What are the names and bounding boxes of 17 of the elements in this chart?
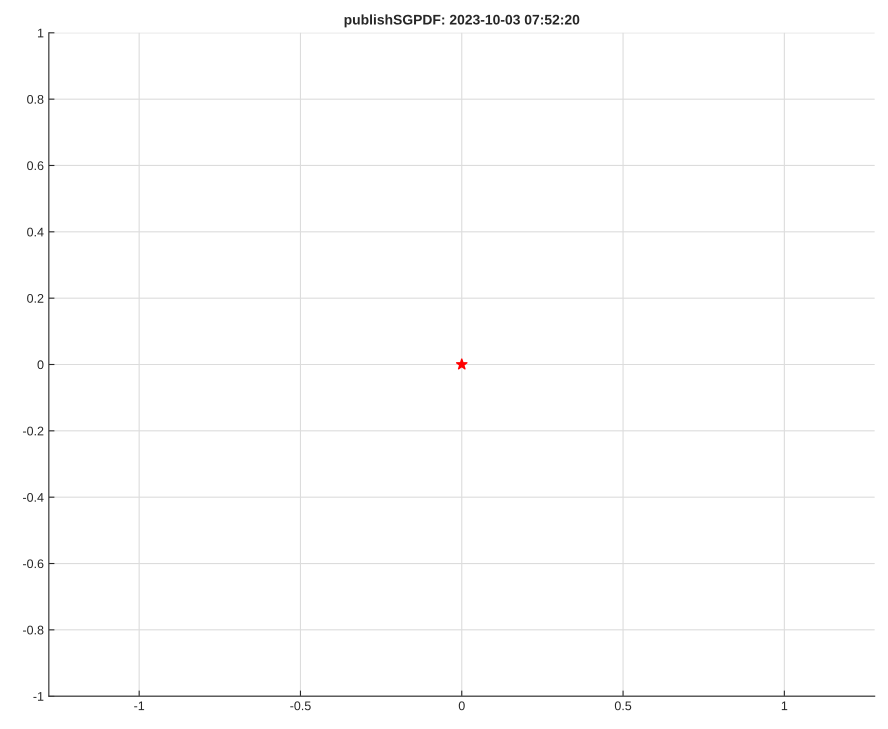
y-tick-label: -0.2 [22,426,44,436]
x-tick-label: 0 [458,701,465,710]
y-tick-label: 0.2 [27,294,44,303]
x-tick-label: -1 [134,702,144,710]
chart-title: publishSGPDF: 2023-10-03 07:52:20 [344,14,580,28]
y-tick-label: -0.8 [22,626,44,635]
x-tick-label: 0.5 [614,701,632,710]
y-tick-label: -0.4 [22,492,44,502]
y-tick-label: 0.4 [27,228,44,236]
y-tick-label: 1 [38,28,44,38]
x-tick-label: -0.5 [290,701,311,710]
x-tick-label: 1 [782,702,788,710]
y-tick-label: 0.6 [27,161,44,170]
y-tick-label: 0.8 [27,94,44,104]
y-tick-label: 0 [38,360,44,370]
y-tick-label: -1 [33,692,44,701]
y-tick-label: -0.6 [22,559,44,568]
